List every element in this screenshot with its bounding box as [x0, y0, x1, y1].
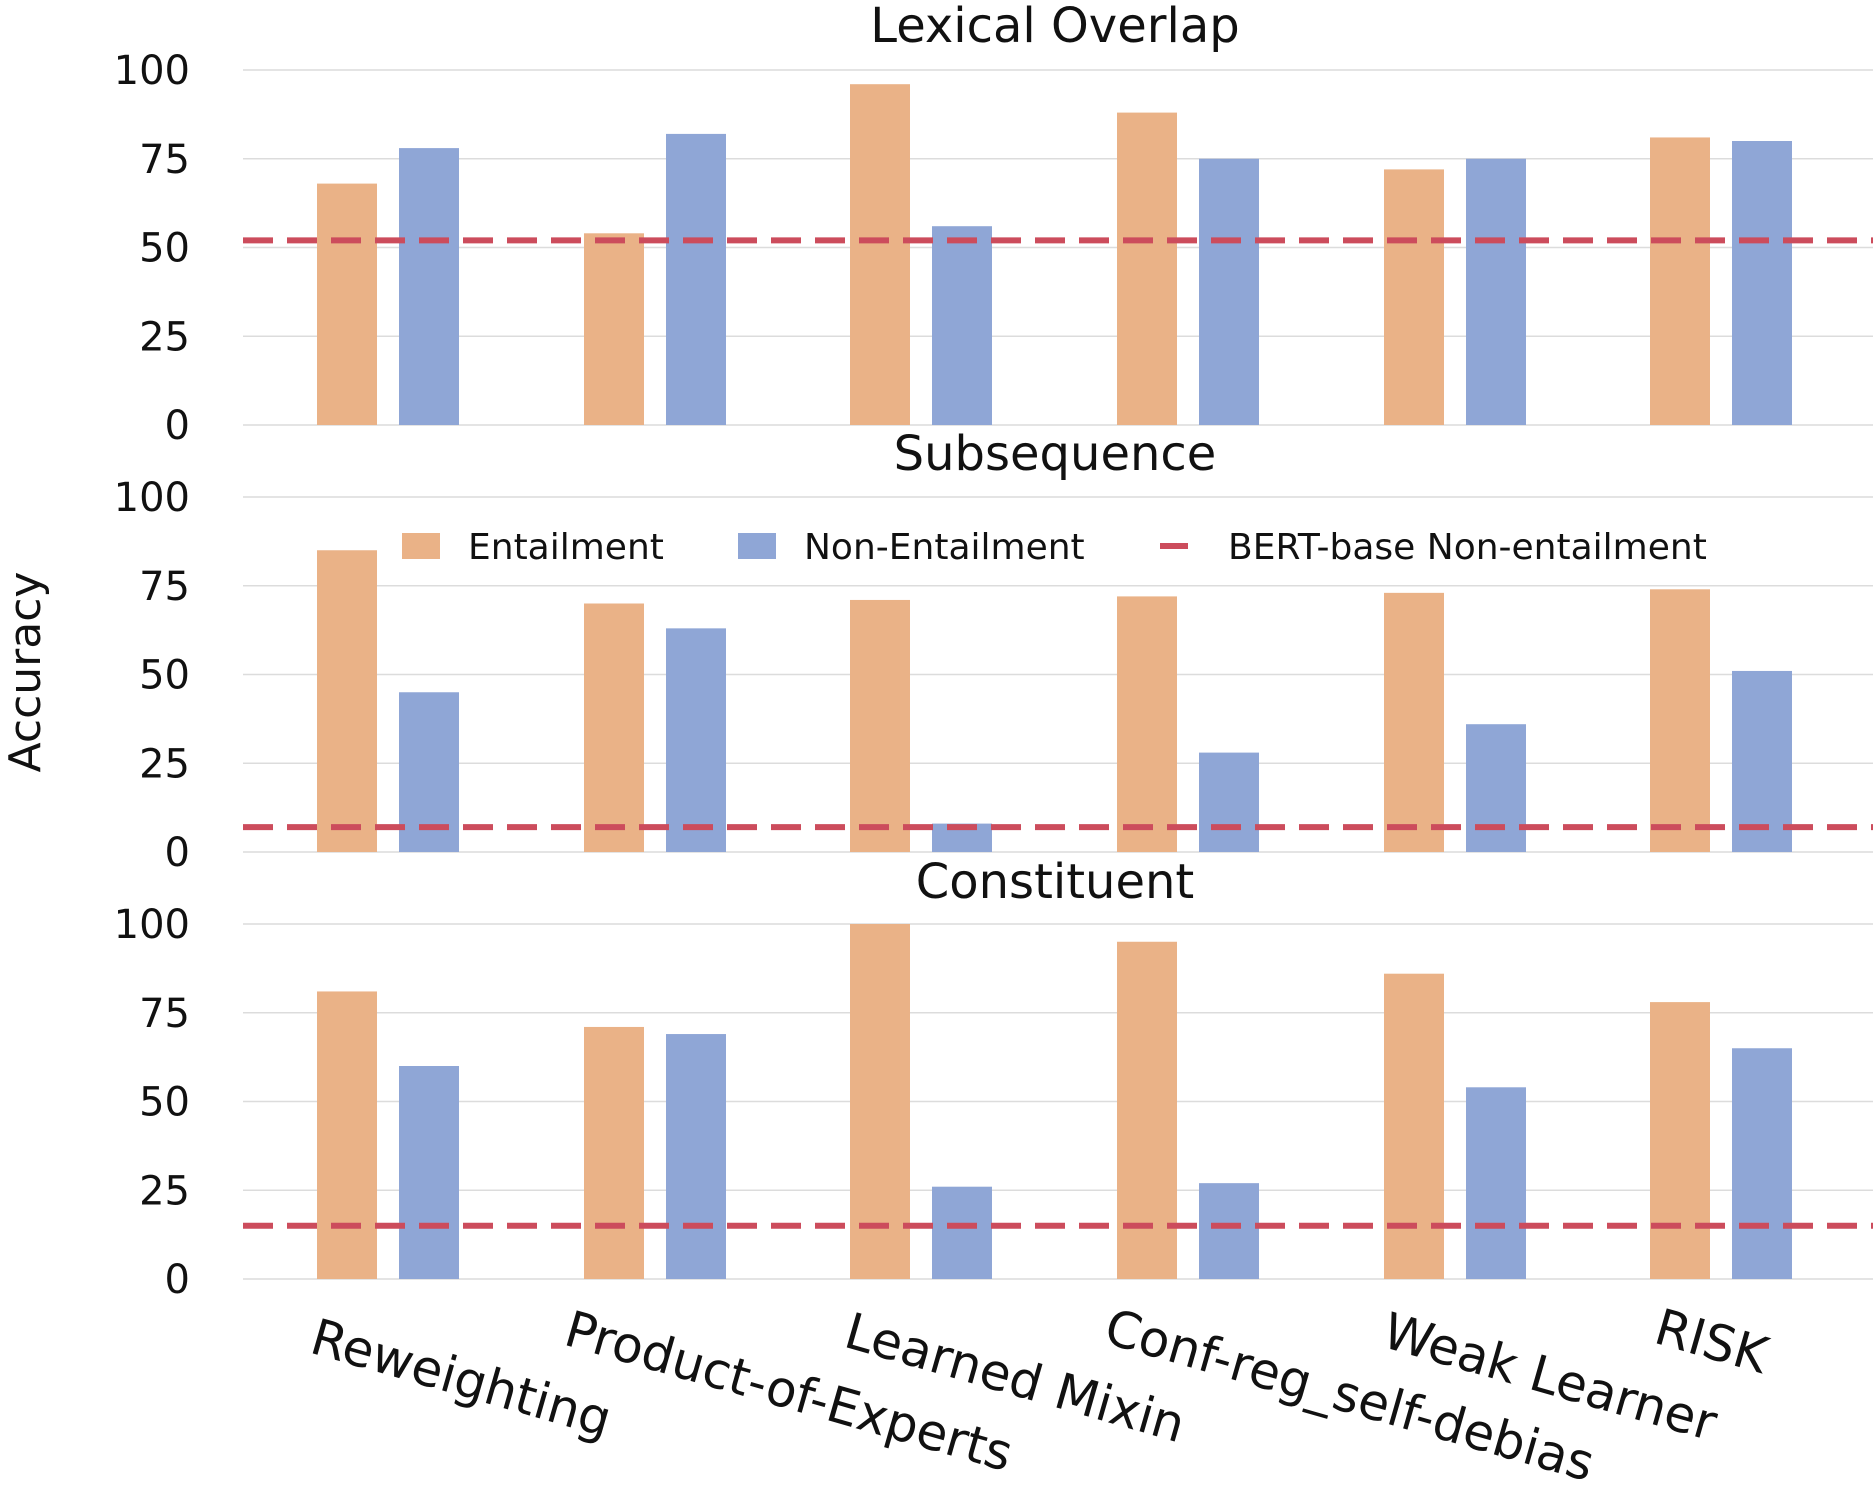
x-tick-label: RISK	[1649, 1298, 1776, 1386]
y-tick-label: 100	[114, 48, 190, 94]
bar-non-entailment	[666, 1034, 726, 1279]
legend-label: Non-Entailment	[804, 527, 1085, 568]
bar-entailment	[1384, 973, 1444, 1279]
legend-label: BERT-base Non-entailment	[1228, 527, 1707, 568]
legend-baseline: BERT-base Non-entailment	[1160, 527, 1707, 568]
y-tick-label: 25	[139, 314, 190, 360]
bar-non-entailment	[399, 1066, 459, 1279]
panel-title: Constituent	[916, 854, 1194, 910]
y-tick-label: 75	[139, 564, 190, 610]
bar-entailment	[1650, 1002, 1710, 1279]
y-axis-label: Accuracy	[0, 572, 51, 773]
bar-entailment	[1384, 592, 1444, 852]
panel-3: Constituent 0 25 50 75 100	[114, 854, 1873, 1303]
y-tick-label: 50	[139, 653, 190, 699]
bar-non-entailment	[932, 1186, 992, 1279]
bar-non-entailment	[399, 148, 459, 425]
bar-entailment	[584, 1026, 644, 1279]
bar-non-entailment	[1199, 158, 1259, 425]
y-tick-label: 100	[114, 902, 190, 948]
bar-entailment	[584, 603, 644, 852]
bar-non-entailment	[1199, 752, 1259, 852]
y-tick-label: 0	[165, 403, 190, 449]
panel-1: Lexical Overlap 0 25 50 75 100	[114, 0, 1873, 449]
bar-entailment	[850, 84, 910, 425]
y-tick-label: 75	[139, 991, 190, 1037]
y-tick-label: 50	[139, 226, 190, 272]
legend-non-entailment: Non-Entailment	[738, 527, 1085, 568]
bar-entailment	[317, 183, 377, 425]
legend-entailment: Entailment	[402, 527, 664, 568]
y-tick-label: 25	[139, 741, 190, 787]
bar-non-entailment	[1466, 158, 1526, 425]
bar-entailment	[317, 550, 377, 852]
bar-entailment	[1650, 137, 1710, 425]
bar-non-entailment	[666, 133, 726, 425]
bar-entailment	[850, 924, 910, 1279]
legend-swatch	[738, 533, 776, 559]
x-tick-label: Product-of-Experts	[559, 1300, 1019, 1483]
legend: Entailment Non-Entailment BERT-base Non-en…	[402, 527, 1707, 568]
y-tick-label: 0	[165, 1257, 190, 1303]
y-tick-label: 50	[139, 1080, 190, 1126]
bar-entailment	[1384, 169, 1444, 425]
bar-non-entailment	[1732, 141, 1792, 425]
legend-label: Entailment	[468, 527, 664, 568]
bar-non-entailment	[666, 628, 726, 852]
bar-entailment	[850, 599, 910, 852]
bar-non-entailment	[1732, 670, 1792, 852]
y-tick-label: 100	[114, 475, 190, 521]
bar-non-entailment	[932, 226, 992, 425]
panel-title: Lexical Overlap	[870, 0, 1239, 54]
bar-entailment	[1650, 589, 1710, 852]
bar-non-entailment	[1199, 1183, 1259, 1279]
bar-non-entailment	[1466, 1087, 1526, 1279]
legend-swatch	[402, 533, 440, 559]
panels: Lexical Overlap 0 25 50 75 100 Subsequence 0 25 5…	[114, 0, 1873, 1303]
panel-2: Subsequence 0 25 50 75 100	[114, 426, 1873, 876]
bar-entailment	[1117, 596, 1177, 852]
y-tick-label: 75	[139, 137, 190, 183]
bar-entailment	[584, 233, 644, 425]
bar-entailment	[317, 991, 377, 1279]
bar-non-entailment	[1732, 1048, 1792, 1279]
bar-entailment	[1117, 112, 1177, 425]
y-tick-label: 25	[139, 1168, 190, 1214]
bar-non-entailment	[1466, 724, 1526, 852]
y-tick-label: 0	[165, 830, 190, 876]
panel-title: Subsequence	[894, 426, 1217, 482]
